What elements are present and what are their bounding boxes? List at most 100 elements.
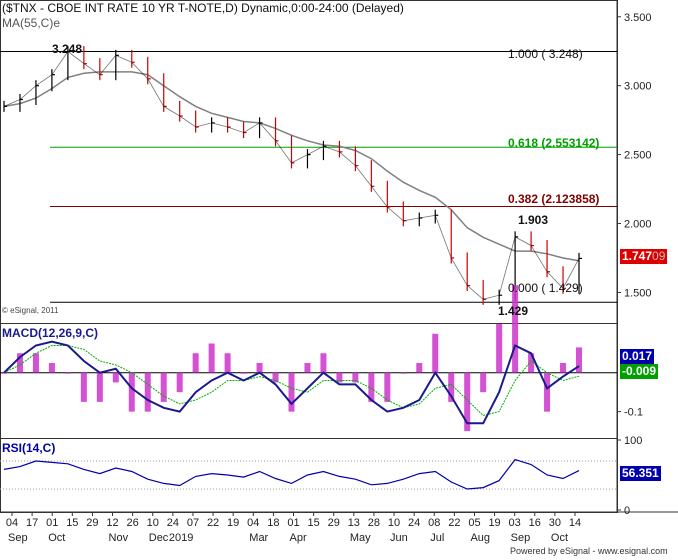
macd-histogram-bar	[304, 362, 311, 373]
macd-histogram-bar	[480, 372, 487, 393]
macd-histogram-bar	[1, 372, 7, 374]
x-tick-label: 03	[509, 517, 521, 529]
macd-histogram-bar	[16, 353, 23, 373]
macd-histogram-bar	[32, 353, 39, 373]
macd-histogram-bar	[320, 353, 327, 373]
x-tick-label: 04	[6, 517, 18, 529]
x-month-label: Aug	[470, 532, 490, 544]
macd-histogram-bar	[464, 372, 471, 432]
x-tick-label: 19	[227, 517, 239, 529]
x-tick-label: 29	[328, 517, 340, 529]
x-tick-label: 17	[26, 517, 38, 529]
price-bar	[51, 69, 55, 92]
x-tick-label: 26	[127, 517, 139, 529]
price-y-tick-label: 2.500	[624, 150, 652, 162]
price-bar	[578, 252, 582, 294]
macd-histogram-bar	[144, 372, 151, 412]
price-y-tick-label: 2.000	[624, 219, 652, 231]
macd-histogram-bar	[64, 372, 71, 374]
macd-histogram-bar	[176, 372, 183, 393]
x-tick-label: 12	[106, 517, 118, 529]
rsi-y-tick-label: 100	[624, 435, 642, 447]
macd-y-tick-label: -0.1	[624, 407, 643, 419]
macd-histogram-bar	[496, 324, 503, 373]
x-month-label: Jun	[390, 532, 408, 544]
x-tick-label: 04	[247, 517, 259, 529]
macd-histogram-bar	[240, 372, 247, 374]
macd-histogram-bar	[48, 362, 55, 373]
macd-histogram-bar	[448, 372, 455, 402]
x-tick-label: 14	[569, 517, 581, 529]
x-month-label: Nov	[109, 532, 129, 544]
x-tick-label: 10	[388, 517, 400, 529]
macd-histogram-bar	[368, 372, 375, 402]
price-y-tick-label: 1.500	[624, 287, 652, 299]
x-month-label: Jul	[430, 532, 444, 544]
x-month-label: Sep	[8, 532, 28, 544]
x-tick-label: 10	[147, 517, 159, 529]
price-bar	[530, 231, 535, 252]
x-month-label: Oct	[48, 532, 65, 544]
macd-histogram-bar	[112, 372, 119, 383]
x-tick-label: 07	[187, 517, 199, 529]
price-bar	[498, 289, 503, 305]
x-tick-label: 28	[368, 517, 380, 529]
macd-histogram-bar	[272, 372, 279, 383]
x-month-label: 2019	[169, 532, 193, 544]
macd-signal-line	[3, 345, 580, 417]
x-tick-label: 01	[46, 517, 58, 529]
x-tick-label: 24	[408, 517, 420, 529]
macd-histogram-bar	[336, 372, 343, 383]
x-tick-label: 13	[348, 517, 360, 529]
macd-histogram-bar	[128, 372, 135, 412]
macd-histogram-bar	[96, 372, 103, 402]
x-month-label: May	[350, 532, 371, 544]
x-tick-label: 19	[488, 517, 500, 529]
macd-histogram-bar	[80, 372, 87, 402]
macd-histogram-bar	[544, 372, 551, 412]
x-tick-label: 22	[207, 517, 219, 529]
macd-line	[3, 340, 580, 425]
x-month-label: Dec	[149, 532, 169, 544]
macd-histogram-bar	[576, 347, 582, 373]
macd-histogram-bar	[528, 353, 535, 373]
price-bar	[450, 209, 455, 264]
macd-histogram-bar	[400, 372, 407, 374]
macd-histogram-bar	[224, 353, 231, 373]
macd-histogram-bar	[208, 343, 215, 373]
x-tick-label: 15	[307, 517, 319, 529]
macd-histogram-bar	[256, 362, 263, 373]
macd-histogram-bar	[192, 353, 199, 373]
macd-histogram-bar	[560, 362, 567, 373]
x-tick-label: 24	[167, 517, 179, 529]
macd-histogram-bar	[384, 372, 391, 402]
x-tick-label: 15	[66, 517, 78, 529]
x-tick-label: 01	[287, 517, 299, 529]
macd-histogram-bar	[352, 372, 359, 383]
macd-histogram-bar	[288, 372, 295, 412]
rsi-y-tick-label: 0	[624, 505, 630, 517]
macd-histogram-bar	[160, 372, 167, 402]
macd-histogram-bar	[512, 285, 519, 373]
x-tick-label: 08	[428, 517, 440, 529]
rsi-line	[3, 458, 580, 490]
x-tick-label: 30	[549, 517, 561, 529]
price-close-line	[3, 50, 580, 300]
x-tick-label: 05	[468, 517, 480, 529]
x-month-label: Apr	[290, 532, 307, 544]
x-month-label: Sep	[511, 532, 531, 544]
price-y-tick-label: 3.000	[624, 81, 652, 93]
x-tick-label: 18	[267, 517, 279, 529]
x-tick-label: 29	[86, 517, 98, 529]
price-bar	[434, 209, 439, 224]
price-y-tick-label: 3.500	[624, 12, 652, 24]
x-tick-label: 16	[529, 517, 541, 529]
x-month-label: Mar	[249, 532, 268, 544]
x-month-label: Oct	[551, 532, 568, 544]
macd-histogram-bar	[432, 333, 439, 373]
price-bar	[562, 266, 567, 294]
macd-histogram-bar	[416, 362, 423, 373]
x-tick-label: 22	[448, 517, 460, 529]
